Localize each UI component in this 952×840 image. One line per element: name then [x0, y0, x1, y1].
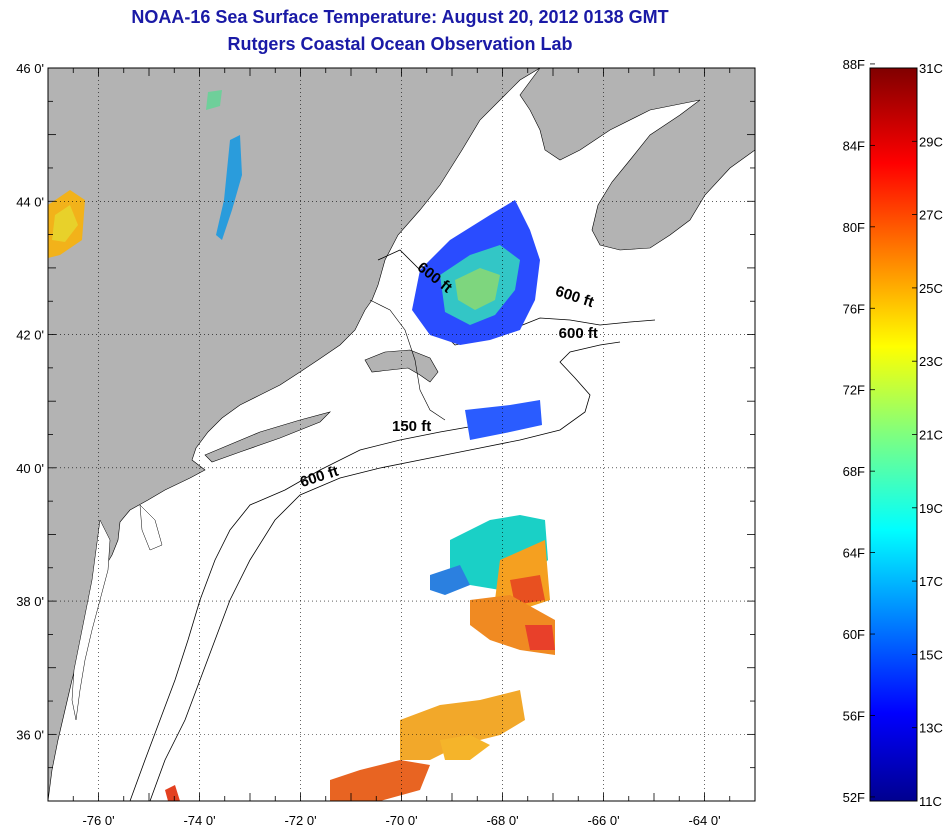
lat-tick-label: 46 0' — [16, 61, 44, 76]
colorbar-f-label: 60F — [843, 627, 865, 642]
colorbar-f-label: 72F — [843, 383, 865, 398]
lon-tick-label: -68 0' — [486, 813, 518, 828]
map-title: NOAA-16 Sea Surface Temperature: August … — [131, 7, 669, 27]
land-nova-scotia — [519, 68, 755, 251]
contour-label: 150 ft — [392, 418, 431, 435]
lat-tick-label: 36 0' — [16, 727, 44, 742]
colorbar-c-label: 31C — [919, 61, 943, 76]
colorbar-c-label: 21C — [919, 428, 943, 443]
colorbar-c-label: 29C — [919, 134, 943, 149]
colorbar-f-label: 56F — [843, 708, 865, 723]
land-cape-cod — [364, 349, 439, 383]
contour-150ft — [129, 417, 501, 801]
colorbar-ticks — [870, 63, 917, 802]
graticule — [47, 67, 756, 802]
water-chesapeake-bay — [71, 519, 111, 721]
longitude-tick-labels: -76 0' -74 0' -72 0' -70 0' -68 0' -66 0' -64 … — [82, 813, 720, 828]
sst-patches — [48, 90, 555, 801]
lon-tick-label: -76 0' — [82, 813, 114, 828]
colorbar-c-label: 15C — [919, 647, 943, 662]
colorbar-c-label: 27C — [919, 208, 943, 223]
colorbar-c-label: 13C — [919, 721, 943, 736]
lon-tick-label: -74 0' — [183, 813, 215, 828]
colorbar-f-label: 68F — [843, 464, 865, 479]
colorbar-fahrenheit-labels: 88F 84F 80F 76F 72F 68F 64F 60F 56F 52F — [843, 57, 865, 805]
colorbar-f-label: 52F — [843, 790, 865, 805]
temperature-colorbar — [869, 67, 918, 802]
colorbar-f-label: 80F — [843, 220, 865, 235]
latitude-tick-labels: 46 0' 44 0' 42 0' 40 0' 38 0' 36 0' — [16, 61, 44, 742]
lat-tick-label: 44 0' — [16, 194, 44, 209]
contour-600ft — [149, 341, 621, 801]
colorbar-f-label: 76F — [843, 301, 865, 316]
colorbar-c-label: 11C — [919, 794, 942, 809]
lon-tick-label: -66 0' — [587, 813, 619, 828]
colorbar-f-label: 84F — [843, 138, 865, 153]
map-subtitle: Rutgers Coastal Ocean Observation Lab — [227, 34, 573, 54]
colorbar-celsius-labels: 31C 29C 27C 25C 23C 21C 19C 17C 15C 13C 11C — [919, 61, 943, 809]
land-long-island — [204, 411, 332, 463]
colorbar-c-label: 23C — [919, 354, 943, 369]
colorbar-f-label: 88F — [843, 57, 865, 72]
lon-tick-label: -70 0' — [385, 813, 417, 828]
colorbar-c-label: 17C — [919, 574, 943, 589]
contour-gulf-of-maine-inner — [369, 299, 446, 421]
colorbar-f-label: 64F — [843, 546, 865, 561]
contour-label: 600 ft — [559, 325, 598, 342]
lat-tick-label: 42 0' — [16, 328, 44, 343]
water-delaware-bay — [139, 504, 163, 551]
lat-tick-label: 40 0' — [16, 461, 44, 476]
lat-tick-label: 38 0' — [16, 594, 44, 609]
lon-tick-label: -64 0' — [688, 813, 720, 828]
colorbar-c-label: 25C — [919, 281, 943, 296]
lon-tick-label: -72 0' — [284, 813, 316, 828]
colorbar-c-label: 19C — [919, 501, 943, 516]
